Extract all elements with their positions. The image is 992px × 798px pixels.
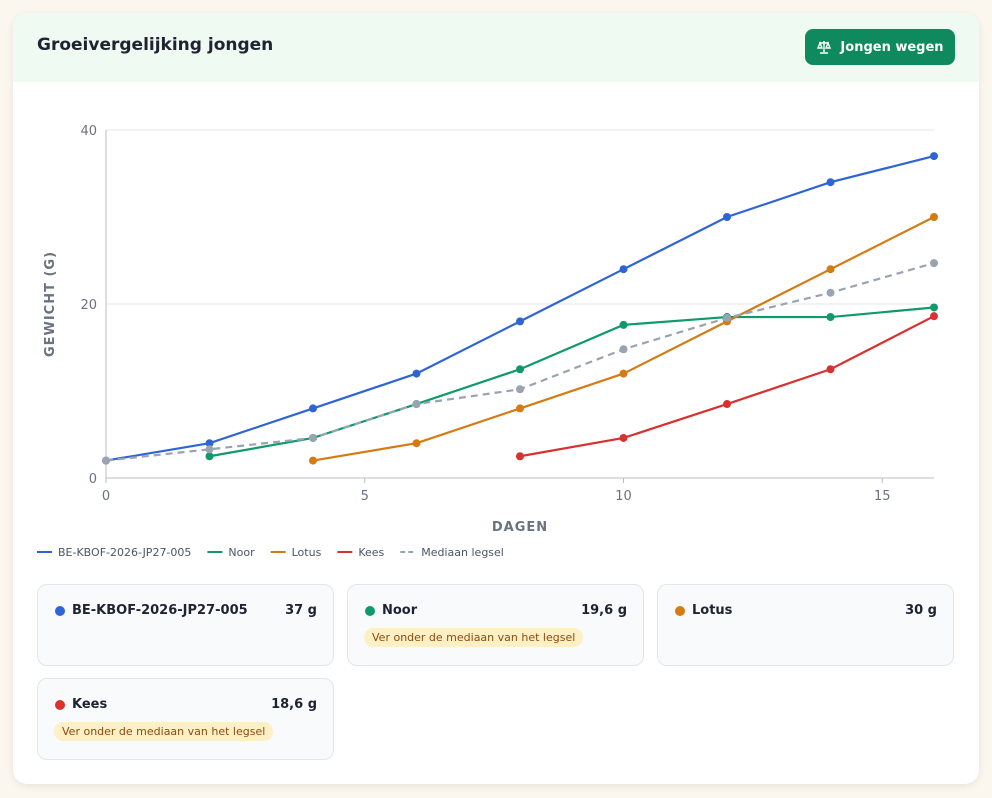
card-name: Kees xyxy=(72,697,108,712)
summary-card: BE-KBOF-2026-JP27-005 37 g xyxy=(37,584,334,666)
point xyxy=(619,433,628,442)
point xyxy=(516,317,524,326)
point xyxy=(930,152,938,161)
x-tick-label: 10 xyxy=(615,489,632,504)
legend-label: Kees xyxy=(358,546,384,559)
point xyxy=(826,265,835,274)
scale-icon xyxy=(817,41,832,54)
legend-label: Mediaan legsel xyxy=(421,546,504,559)
button-label[interactable]: Jongen wegen xyxy=(840,39,944,55)
y-tick-label: 40 xyxy=(80,124,97,139)
legend-label: Lotus xyxy=(292,546,322,559)
chart: 0 20 40 0 5 10 15 DAGEN GEWICHT (G) BE-KBOF-2026-… xyxy=(37,124,938,559)
point xyxy=(930,303,938,312)
title: Groeivergelijking jongen xyxy=(37,35,274,55)
point xyxy=(826,178,835,187)
point xyxy=(309,404,317,413)
point xyxy=(723,400,731,409)
series-line xyxy=(105,155,935,462)
point xyxy=(619,265,628,274)
card-name: Lotus xyxy=(692,603,733,618)
series-line xyxy=(209,306,935,458)
point xyxy=(930,213,938,221)
point xyxy=(826,288,835,297)
point xyxy=(516,404,524,413)
point xyxy=(826,313,835,322)
summary-card: Lotus 30 g xyxy=(657,584,954,666)
color-dot xyxy=(675,606,685,616)
point xyxy=(309,433,317,442)
point xyxy=(412,369,421,378)
x-tick-label: 15 xyxy=(874,489,891,504)
legend-label: Noor xyxy=(228,546,255,559)
point xyxy=(412,439,421,448)
point xyxy=(619,320,628,329)
warning-badge: Ver onder de mediaan van het legsel xyxy=(54,722,274,741)
legend-label: BE-KBOF-2026-JP27-005 xyxy=(58,546,191,559)
point xyxy=(102,456,110,465)
color-dot xyxy=(55,606,65,616)
point xyxy=(205,452,214,461)
point xyxy=(619,369,628,378)
point xyxy=(930,259,938,268)
point xyxy=(412,400,421,409)
y-tick-label: 0 xyxy=(89,472,97,487)
color-dot xyxy=(365,606,375,616)
point xyxy=(309,456,317,465)
series-line xyxy=(312,216,935,462)
point xyxy=(205,445,214,454)
card-name: BE-KBOF-2026-JP27-005 xyxy=(72,603,248,618)
point xyxy=(205,439,214,448)
y-tick-label: 20 xyxy=(80,298,97,313)
point xyxy=(516,365,524,374)
card-value: 30 g xyxy=(905,603,937,618)
summary-card: Kees 18,6 g Ver onder de mediaan van het l… xyxy=(37,678,334,760)
point xyxy=(723,213,731,221)
card-value: 37 g xyxy=(285,603,317,618)
point xyxy=(826,365,835,374)
warning-badge: Ver onder de mediaan van het legsel xyxy=(364,628,584,647)
weigh-button[interactable]: Jongen wegen xyxy=(805,29,955,65)
point xyxy=(619,345,628,354)
card-value: 18,6 g xyxy=(271,697,317,712)
x-tick-label: 5 xyxy=(361,489,369,504)
y-axis-title: GEWICHT (G) xyxy=(43,251,58,357)
point xyxy=(723,313,731,322)
card-value: 19,6 g xyxy=(581,603,627,618)
color-dot xyxy=(55,700,65,710)
point xyxy=(930,312,938,321)
point xyxy=(516,385,524,394)
card-name: Noor xyxy=(382,603,418,618)
series-line xyxy=(105,262,935,462)
summary-card: Noor 19,6 g Ver onder de mediaan van het l… xyxy=(347,584,644,666)
series-line xyxy=(519,315,935,458)
point xyxy=(516,452,524,461)
x-tick-label: 0 xyxy=(102,489,110,504)
header: Groeivergelijking jongen Jongen wegen xyxy=(13,13,979,82)
x-axis-title: DAGEN xyxy=(492,520,548,535)
